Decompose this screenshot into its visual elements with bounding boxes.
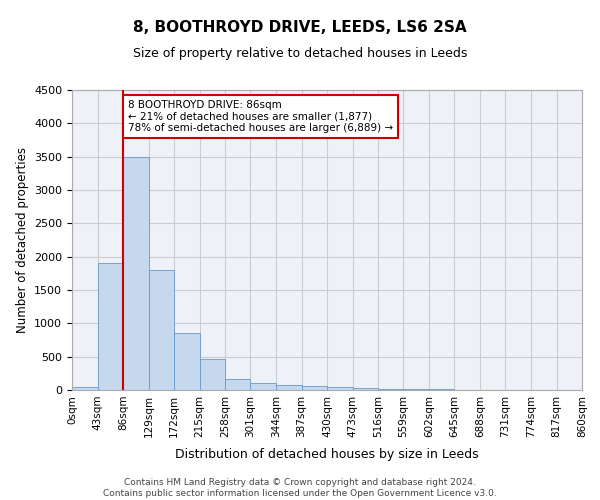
Bar: [174, 334, 199, 390]
Text: Contains HM Land Registry data © Crown copyright and database right 2024.
Contai: Contains HM Land Registry data © Crown c…: [103, 478, 497, 498]
Text: Size of property relative to detached houses in Leeds: Size of property relative to detached ho…: [133, 48, 467, 60]
Bar: [199, 360, 225, 390]
Bar: [149, 270, 174, 390]
Bar: [327, 388, 353, 390]
Bar: [97, 264, 123, 390]
Bar: [123, 156, 149, 390]
Bar: [251, 384, 276, 390]
Y-axis label: Number of detached properties: Number of detached properties: [16, 147, 29, 333]
Bar: [302, 386, 327, 390]
Bar: [225, 380, 251, 390]
X-axis label: Distribution of detached houses by size in Leeds: Distribution of detached houses by size …: [175, 448, 479, 461]
Text: 8 BOOTHROYD DRIVE: 86sqm
← 21% of detached houses are smaller (1,877)
78% of sem: 8 BOOTHROYD DRIVE: 86sqm ← 21% of detach…: [128, 100, 393, 133]
Bar: [353, 388, 378, 390]
Text: 8, BOOTHROYD DRIVE, LEEDS, LS6 2SA: 8, BOOTHROYD DRIVE, LEEDS, LS6 2SA: [133, 20, 467, 35]
Bar: [378, 389, 403, 390]
Bar: [276, 384, 302, 390]
Bar: [72, 386, 97, 390]
